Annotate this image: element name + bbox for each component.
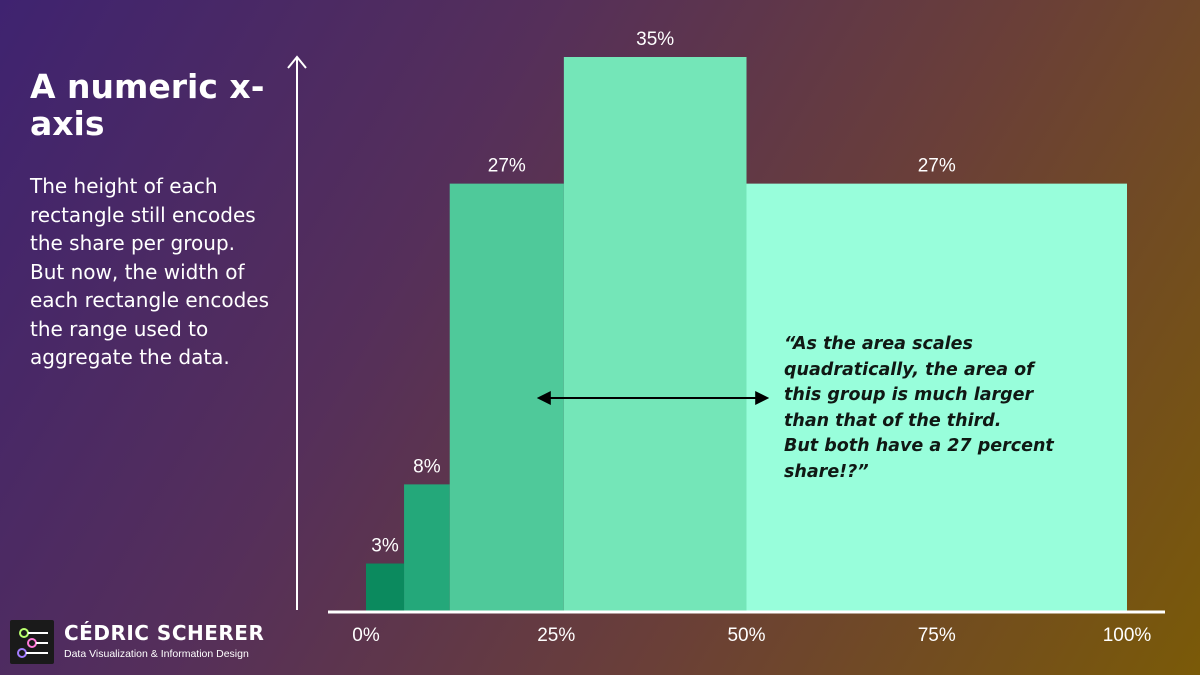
x-tick-labels: 0% 25% 50% 75% 100% — [352, 625, 1151, 646]
bar-3 — [563, 57, 747, 611]
x-tick-label-0: 0% — [352, 625, 380, 646]
value-labels: 3% 8% 27% 35% 27% — [371, 29, 956, 557]
value-label-4: 27% — [918, 156, 956, 177]
quote-annotation: “As the area scales quadratically, the a… — [784, 334, 1054, 482]
chart-description: The height of each rectangle still encod… — [30, 174, 269, 369]
value-label-2: 27% — [488, 156, 526, 177]
bar-2 — [449, 183, 564, 611]
bar-4 — [746, 183, 1127, 611]
y-axis-arrowhead — [287, 55, 307, 69]
author-logo: CÉDRIC SCHERER Data Visualization & Info… — [10, 618, 270, 664]
value-label-0: 3% — [371, 536, 399, 557]
x-tick-label-3: 75% — [918, 625, 956, 646]
bar-1 — [404, 484, 450, 611]
x-tick-label-1: 25% — [537, 625, 575, 646]
logo-name: CÉDRIC SCHERER — [64, 621, 265, 645]
x-tick-label-4: 100% — [1103, 625, 1152, 646]
value-label-1: 8% — [413, 456, 441, 477]
logo-tagline: Data Visualization & Information Design — [64, 648, 249, 660]
bars-layer — [366, 57, 1127, 611]
bar-0 — [366, 563, 405, 611]
value-label-3: 35% — [636, 29, 674, 50]
page-title: A numeric x-axis — [30, 67, 265, 143]
logo-icon — [10, 620, 54, 664]
x-tick-label-2: 50% — [727, 625, 765, 646]
